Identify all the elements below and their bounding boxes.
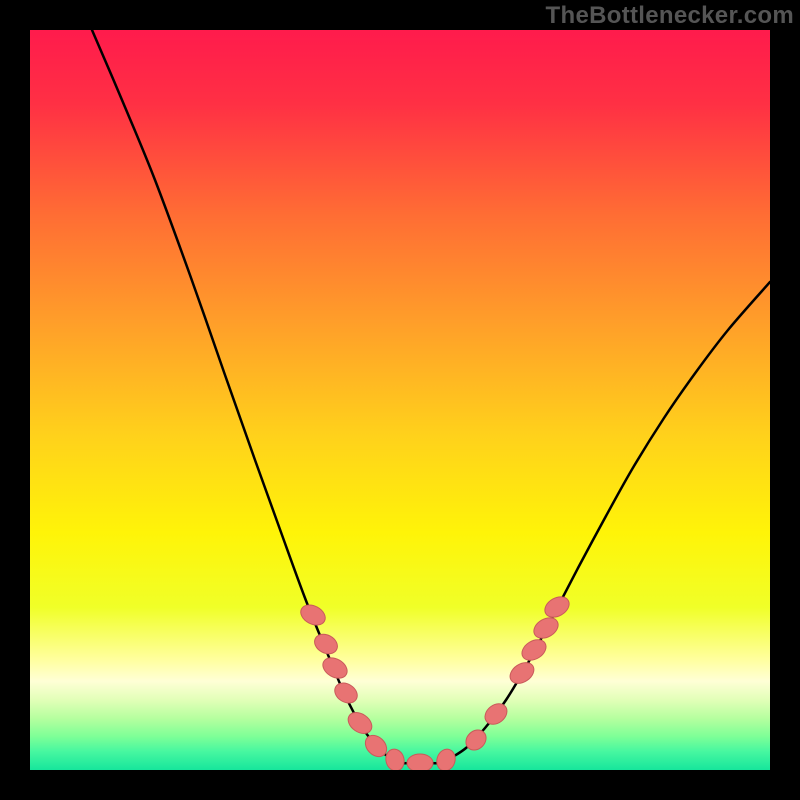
chart-svg: [30, 30, 770, 770]
gradient-background: [30, 30, 770, 770]
watermark-text: TheBottlenecker.com: [546, 2, 794, 30]
curve-marker: [407, 754, 433, 770]
chart-plot-area: [30, 30, 770, 770]
